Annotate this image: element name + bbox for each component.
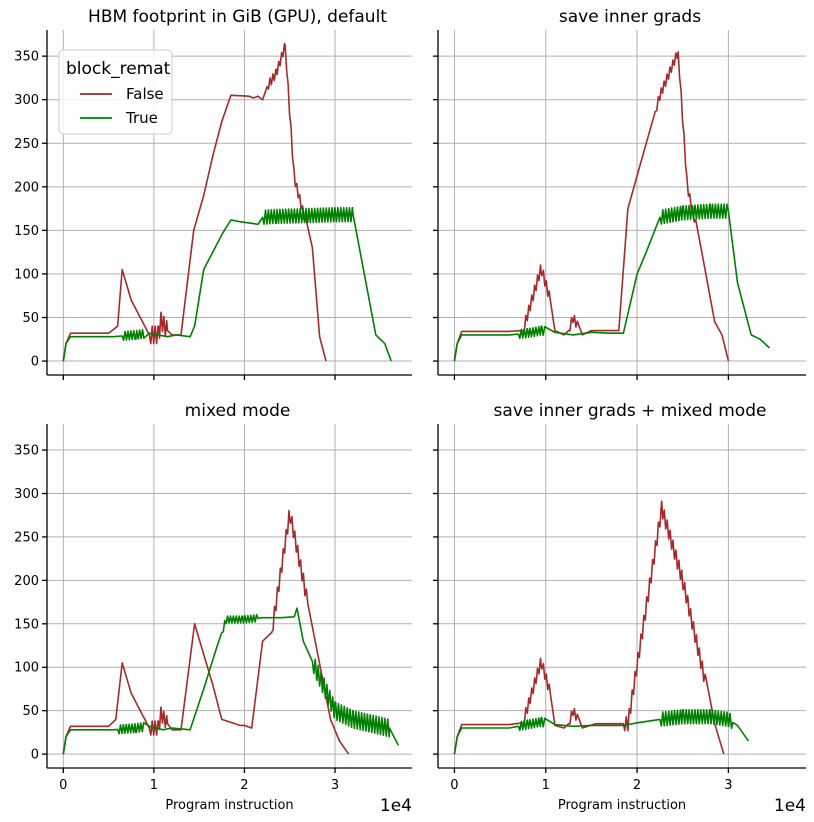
x-tick-label: 2 xyxy=(240,778,248,793)
x-tick-label: 3 xyxy=(331,778,339,793)
x-tick-label: 3 xyxy=(724,778,732,793)
series-line-true xyxy=(62,206,392,362)
y-tick-label: 100 xyxy=(14,661,39,676)
series-line-true xyxy=(62,607,400,755)
y-tick-label: 200 xyxy=(14,180,39,195)
panel-title: mixed mode xyxy=(185,401,291,421)
legend-label-false: False xyxy=(126,85,164,103)
y-tick-label: 150 xyxy=(14,617,39,632)
y-tick-label: 350 xyxy=(14,444,39,459)
y-tick-label: 300 xyxy=(14,93,39,108)
series-line-true xyxy=(453,709,750,755)
legend-label-true: True xyxy=(125,109,158,127)
panel-default: 0 50 100 150 200 250 300 350 HBM footprint in Gi… xyxy=(14,7,412,380)
panel-title: save inner grads + mixed mode xyxy=(494,401,767,421)
y-tick-label: 250 xyxy=(14,137,39,152)
panel-title: HBM footprint in GiB (GPU), default xyxy=(88,7,387,27)
x-tick-label: 0 xyxy=(450,778,458,793)
y-tick-label: 100 xyxy=(14,267,39,282)
series-line-false xyxy=(62,42,327,362)
x-offset-label: 1e4 xyxy=(774,796,806,816)
series-line-true xyxy=(453,203,771,362)
panel-save-inner-grads: save inner grads xyxy=(433,7,806,380)
x-axis-label: Program instruction xyxy=(165,798,293,813)
y-tick-label: 150 xyxy=(14,224,39,239)
panel-title: save inner grads xyxy=(559,7,701,27)
y-tick-label: 0 xyxy=(31,748,39,763)
y-tick-label: 50 xyxy=(22,311,39,326)
legend: block_remat False True xyxy=(58,49,173,135)
series-line-false xyxy=(453,51,730,362)
y-tick-label: 200 xyxy=(14,574,39,589)
legend-box xyxy=(58,49,173,135)
y-tick-label: 350 xyxy=(14,50,39,65)
x-tick-label: 0 xyxy=(59,778,67,793)
x-offset-label: 1e4 xyxy=(380,796,412,816)
legend-title: block_remat xyxy=(66,59,171,79)
series-line-false xyxy=(62,509,350,755)
y-tick-label: 50 xyxy=(22,704,39,719)
x-axis-label: Program instruction xyxy=(558,798,686,813)
y-tick-label: 0 xyxy=(31,355,39,370)
y-tick-label: 300 xyxy=(14,487,39,502)
panel-save-inner-grads-mixed-mode: 0 1 2 3 save inner grads + mixed mode Program… xyxy=(433,401,806,816)
x-tick-label: 1 xyxy=(542,778,550,793)
y-tick-label: 250 xyxy=(14,530,39,545)
x-tick-label: 1 xyxy=(150,778,158,793)
series-line-false xyxy=(453,500,725,755)
x-tick-label: 2 xyxy=(633,778,641,793)
panel-mixed-mode: 0 50 100 150 200 250 300 350 0 1 2 3 mixed mode Progr… xyxy=(14,401,412,816)
